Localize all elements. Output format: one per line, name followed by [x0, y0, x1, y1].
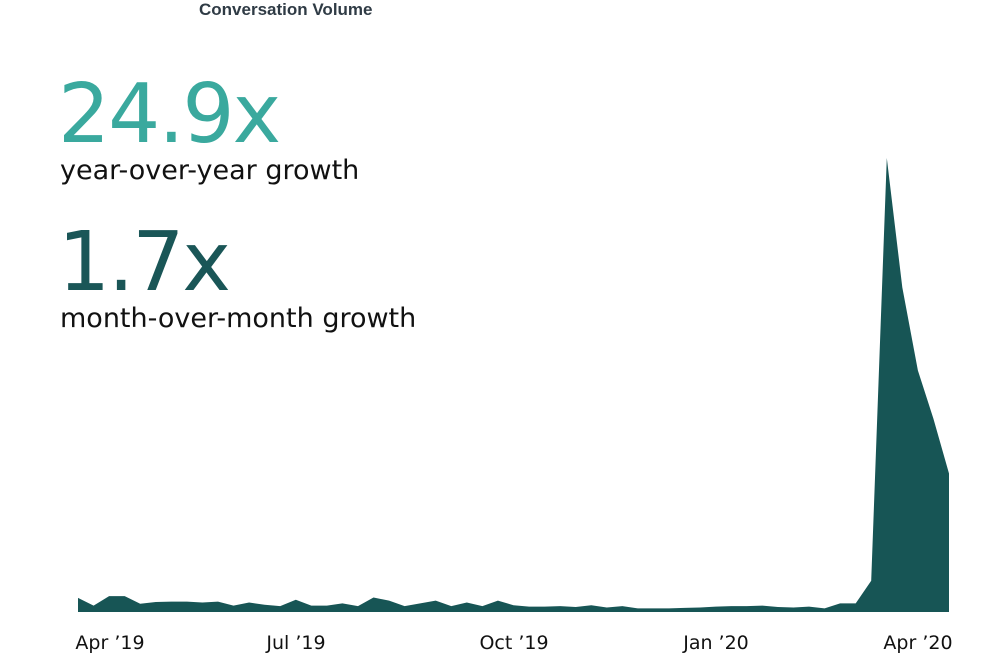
x-tick-label: Jan ’20 [682, 632, 749, 654]
x-tick-label: Oct ’19 [479, 632, 548, 654]
chart-title: Conversation Volume [199, 0, 373, 19]
mom-growth-value: 1.7x [58, 215, 231, 310]
series-area [78, 158, 949, 612]
yoy-growth-label: year-over-year growth [60, 155, 360, 186]
x-axis: Apr ’19 Jul ’19 Oct ’19 Jan ’20 Apr ’20 [75, 632, 952, 654]
mom-growth-label: month-over-month growth [60, 303, 417, 334]
x-tick-label: Apr ’19 [75, 632, 144, 654]
yoy-growth-value: 24.9x [58, 67, 281, 162]
x-tick-label: Apr ’20 [883, 632, 952, 654]
plot-area [78, 158, 949, 612]
x-tick-label: Jul ’19 [265, 632, 325, 654]
